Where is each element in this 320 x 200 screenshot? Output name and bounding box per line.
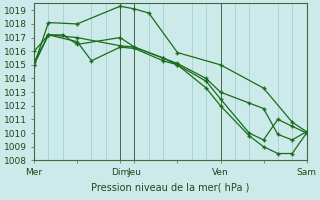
X-axis label: Pression niveau de la mer( hPa ): Pression niveau de la mer( hPa ) [91, 183, 250, 193]
